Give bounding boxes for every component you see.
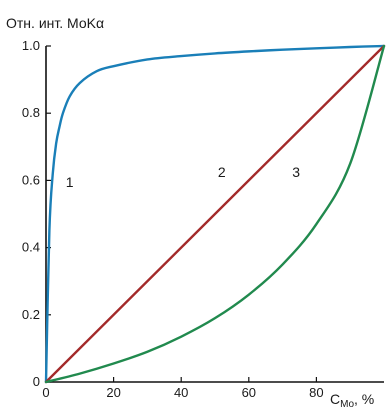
y-tick-label: 0.8	[22, 105, 40, 120]
series-line-3	[44, 44, 386, 384]
x-tick-label: 0	[42, 385, 49, 400]
y-tick-label: 0	[33, 374, 40, 389]
series-lines	[44, 44, 386, 384]
y-tick-label: 1.0	[22, 38, 40, 53]
labels: Отн. инт. МоKα CMo, % 1 2 3	[6, 15, 374, 410]
x-axis-title: CMo, %	[330, 391, 374, 410]
x-axis-title-main: C	[330, 391, 340, 407]
x-axis-title-subscript: Mo	[340, 399, 354, 410]
x-tick-label: 80	[309, 385, 323, 400]
series-line-2	[44, 44, 386, 384]
ticks: 0 20 40 60 80 0 0.2 0.4 0.6 0.8 1.0	[22, 38, 324, 400]
x-axis-title-unit: , %	[354, 391, 374, 407]
curve-label-1: 1	[66, 174, 74, 190]
y-tick-label: 0.2	[22, 307, 40, 322]
y-axis-title: Отн. инт. МоKα	[6, 15, 104, 31]
y-tick-label: 0.6	[22, 172, 40, 187]
y-tick-label: 0.4	[22, 240, 40, 255]
x-tick-label: 60	[242, 385, 256, 400]
curve-label-3: 3	[292, 164, 300, 180]
curve-label-2: 2	[218, 164, 226, 180]
x-tick-label: 40	[174, 385, 188, 400]
series-line-1	[44, 44, 386, 384]
x-tick-label: 20	[106, 385, 120, 400]
